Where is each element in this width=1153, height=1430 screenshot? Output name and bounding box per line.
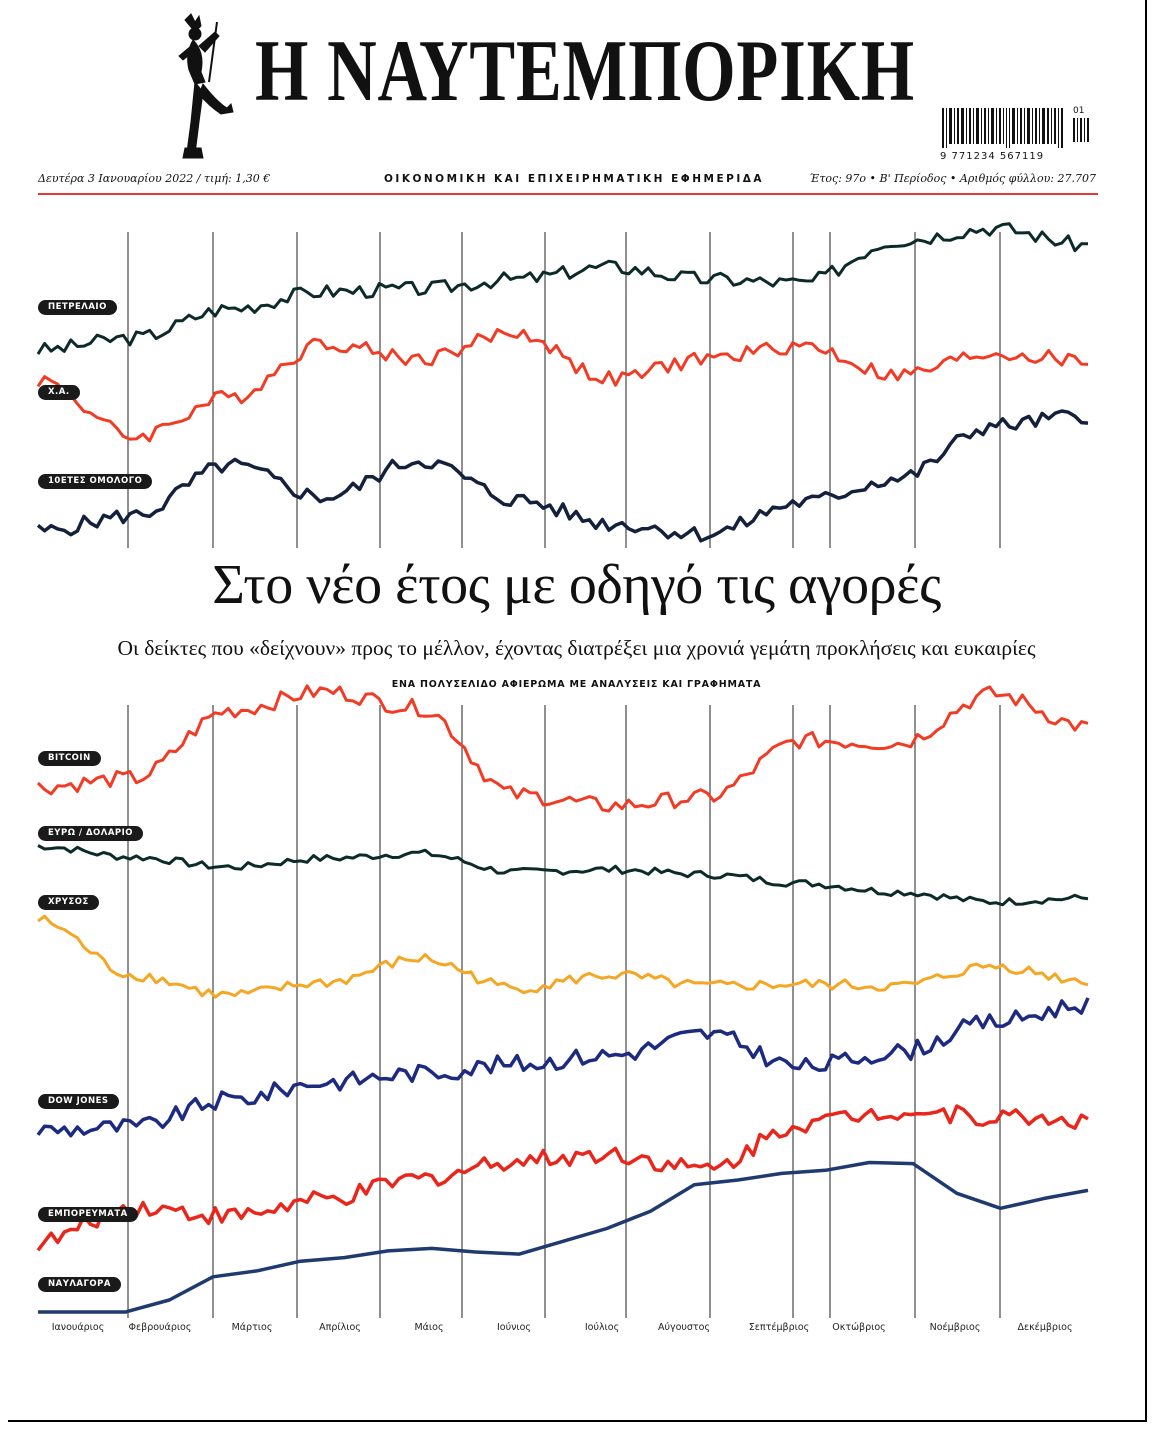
series-line-5 [37,914,1089,999]
label-eurusd: ΕΥΡΩ / ΔΟΛΑΡΙΟ [38,826,144,841]
kicker: ΕΝΑ ΠΟΛΥΣΕΛΙΔΟ ΑΦΙΕΡΩΜΑ ΜΕ ΑΝΑΛΥΣΕΙΣ ΚΑΙ… [391,679,762,690]
month-label: Οκτώβριος [832,1322,886,1333]
tagline: ΟΙΚΟΝΟΜΙΚΗ ΚΑΙ ΕΠΙΧΕΙΡΗΜΑΤΙΚΗ ΕΦΗΜΕΡΙΔΑ [384,173,764,185]
label-oil: ΠΕΤΡΕΛΑΙΟ [38,300,117,315]
month-label: Σεπτέμβριος [748,1322,810,1333]
series-line-6 [36,997,1090,1138]
newspaper-title: Η ΝΑΥΤΕΜΠΟΡΙΚΗ [255,23,915,120]
label-ase: Χ.Α. [38,385,80,400]
month-label: Μάρτιος [231,1322,273,1333]
page-frame [8,0,1147,1422]
month-label: Μάιος [414,1322,444,1333]
main-headline: Στο νέο έτος με οδηγό τις αγορές [212,554,941,616]
date-price: Δευτέρα 3 Ιανουαρίου 2022 / τιμή: 1,30 € [38,172,271,185]
month-label: Ιούνιος [496,1322,532,1333]
issue-info: Έτος: 97ο • Β' Περίοδος • Αριθμός φύλλου… [809,172,1096,185]
series-line-8 [38,1160,1089,1314]
label-gold: ΧΡΥΣΟΣ [38,895,99,910]
month-label: Νοέμβριος [929,1322,981,1333]
month-label: Δεκέμβριος [1017,1322,1073,1333]
month-label: Ιανουάριος [51,1322,105,1333]
series-line-1 [36,328,1089,443]
series-line-7 [36,1104,1089,1252]
month-label: Φεβρουάριος [128,1322,192,1333]
month-label: Ιούλιος [584,1322,620,1333]
label-commodities: ΕΜΠΟΡΕΥΜΑΤΑ [38,1207,138,1222]
month-label: Απρίλιος [319,1322,361,1333]
barcode-number: 9 771234 567119 [940,151,1045,162]
label-bitcoin: BITCOIN [38,751,101,766]
barcode-icon [942,108,1089,148]
series-line-2 [36,409,1089,543]
masthead: Η ΝΑΥΤΕΜΠΟΡΙΚΗ 01 9 771234 567119 Δε [0,0,1153,200]
subheadline: Οι δείκτες που «δείχνουν» προς το μέλλον… [117,636,1036,660]
barcode-issue-number: 01 [1073,106,1085,116]
masthead-divider [38,193,1098,195]
barcode: 01 9 771234 567119 [940,106,1090,168]
series-line-0 [36,222,1088,355]
info-row: Δευτέρα 3 Ιανουαρίου 2022 / τιμή: 1,30 €… [38,170,1098,190]
label-dow: DOW JONES [38,1094,119,1109]
series-line-3 [36,684,1089,813]
series-line-4 [37,844,1089,907]
month-axis: Ιανουάριος Φεβρουάριος Μάρτιος Απρίλιος Μάιο… [0,1322,1153,1342]
label-bond: 10ΕΤΕΣ ΟΜΟΛΟΓΟ [38,474,153,489]
month-label: Αύγουστος [657,1322,711,1333]
hermes-figure-icon [178,13,234,159]
label-freight: ΝΑΥΛΑΓΟΡΑ [38,1277,121,1292]
